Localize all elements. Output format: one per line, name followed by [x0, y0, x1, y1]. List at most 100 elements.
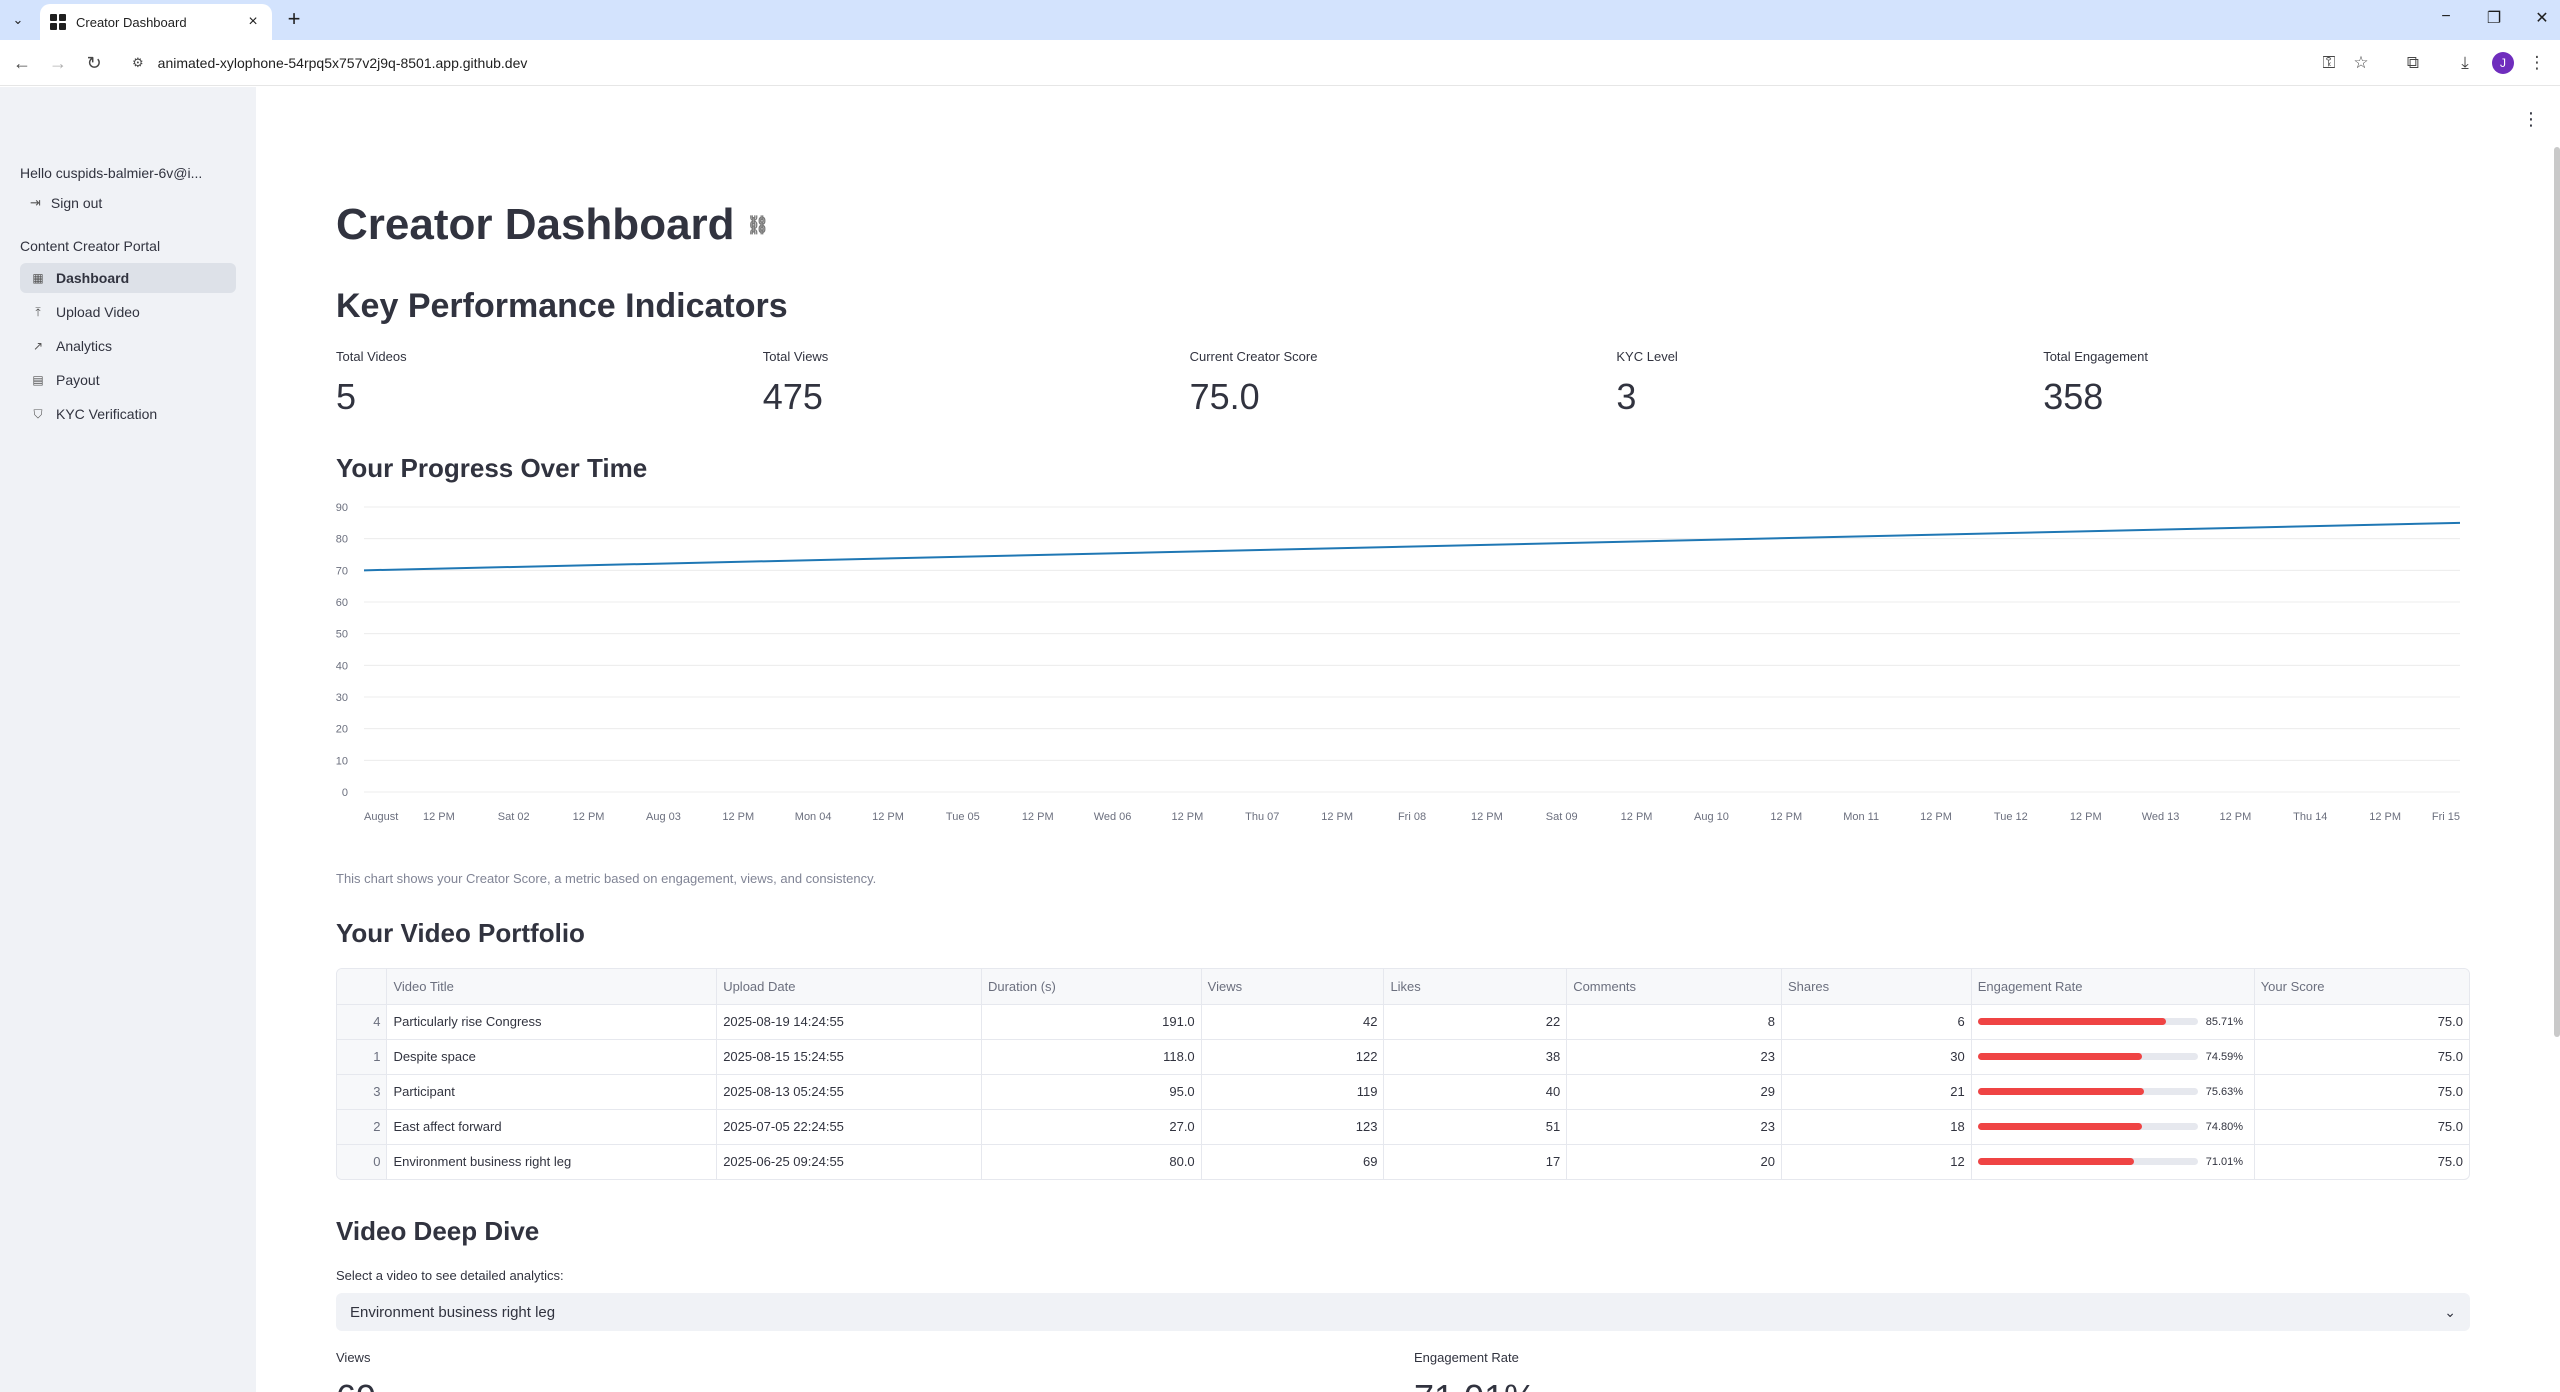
restore-button[interactable]: ❐ — [2486, 10, 2502, 27]
column-header[interactable]: Views — [1201, 969, 1385, 1005]
table-body: 4 Particularly rise Congress 2025-08-19 14… — [337, 1004, 2469, 1179]
engagement-rate-value: 75.63% — [2205, 1085, 2244, 1098]
reload-button[interactable]: ↻ — [86, 53, 102, 73]
table-row[interactable]: 1 Despite space 2025-08-15 15:24:55 118.0 12… — [337, 1039, 2469, 1075]
y-tick-label: 60 — [336, 597, 348, 609]
metric-label: Engagement Rate — [1414, 1350, 1519, 1365]
site-info-icon[interactable]: ⚙ — [132, 55, 144, 70]
cell-shares: 6 — [1781, 1004, 1972, 1040]
table-row[interactable]: 0 Environment business right leg 2025-06-2… — [337, 1144, 2469, 1179]
engagement-rate-value: 71.01% — [2205, 1155, 2244, 1168]
video-select[interactable]: Environment business right leg ⌄ — [336, 1293, 2470, 1331]
url-field[interactable]: ⚙ animated-xylophone-54rpq5x757v2j9q-850… — [120, 46, 2370, 80]
password-key-icon[interactable]: ⚿ — [2322, 53, 2336, 72]
y-tick-label: 20 — [336, 724, 348, 736]
metric-value: 69 — [336, 1377, 376, 1392]
cell-comments: 29 — [1566, 1074, 1782, 1110]
cell-engagement-rate: 85.71% — [1971, 1004, 2255, 1040]
sign-out-button[interactable]: ⇥ Sign out — [30, 195, 102, 211]
column-header[interactable]: Comments — [1566, 969, 1782, 1005]
bookmark-star-icon[interactable]: ☆ — [2353, 53, 2369, 72]
x-tick-label: August — [364, 811, 398, 823]
table-row[interactable]: 4 Particularly rise Congress 2025-08-19 14… — [337, 1004, 2469, 1040]
cell-views: 123 — [1201, 1109, 1385, 1145]
y-tick-label: 10 — [336, 755, 348, 767]
column-header[interactable]: Likes — [1383, 969, 1568, 1005]
cell-date: 2025-08-13 05:24:55 — [716, 1074, 982, 1110]
table-row[interactable]: 3 Participant 2025-08-13 05:24:55 95.0 119 40… — [337, 1074, 2469, 1110]
user-greeting: Hello cuspids-balmier-6v@i... — [20, 165, 203, 181]
cell-engagement-rate: 74.59% — [1971, 1039, 2255, 1075]
cell-views: 69 — [1201, 1144, 1385, 1179]
cell-date: 2025-08-19 14:24:55 — [716, 1004, 982, 1040]
cell-duration: 118.0 — [981, 1039, 1202, 1075]
tab-search-icon[interactable]: ⌄ — [12, 12, 24, 27]
table-row[interactable]: 2 East affect forward 2025-07-05 22:24:55 2… — [337, 1109, 2469, 1145]
kpi-label: Current Creator Score — [1189, 349, 1318, 364]
browser-menu-icon[interactable]: ⋮ — [2528, 53, 2546, 72]
column-header[interactable] — [337, 969, 388, 1005]
close-window-button[interactable]: ✕ — [2535, 10, 2549, 27]
x-tick-label: Sat 09 — [1546, 811, 1578, 823]
y-tick-label: 0 — [342, 787, 348, 799]
column-header[interactable]: Duration (s) — [981, 969, 1202, 1005]
cell-engagement-rate: 71.01% — [1971, 1144, 2255, 1179]
dashboard-icon: ▦ — [32, 271, 44, 285]
sidebar-item-payout[interactable]: ▤ Payout — [20, 365, 236, 395]
engagement-rate-value: 85.71% — [2205, 1015, 2244, 1028]
cell-likes: 40 — [1383, 1074, 1568, 1110]
forward-button[interactable]: → — [49, 53, 67, 73]
new-tab-button[interactable]: + — [287, 6, 301, 31]
cell-title: Despite space — [386, 1039, 718, 1075]
cell-views: 42 — [1201, 1004, 1385, 1040]
dashboard-favicon-icon — [50, 14, 66, 30]
download-icon[interactable]: ⤓ — [2461, 53, 2469, 72]
column-header[interactable]: Your Score — [2254, 969, 2469, 1005]
row-index: 4 — [337, 1004, 388, 1040]
kpi-total-views: Total Views 475 — [763, 349, 1190, 418]
engagement-progress-bar — [1977, 1088, 2198, 1095]
cell-title: Participant — [386, 1074, 718, 1110]
video-portfolio-table[interactable]: Video Title Upload Date Duration (s) Views L… — [336, 968, 2470, 1180]
detail-metric-views: Views 69 — [336, 1350, 376, 1392]
profile-avatar[interactable]: J — [2492, 52, 2514, 74]
x-tick-label: 12 PM — [872, 811, 904, 823]
row-index: 0 — [337, 1144, 388, 1179]
chevron-down-icon: ⌄ — [2444, 1303, 2456, 1320]
sidebar-item-kyc-verification[interactable]: ⛉ KYC Verification — [20, 399, 236, 429]
sidebar-item-analytics[interactable]: ↗ Analytics — [20, 331, 236, 361]
x-tick-label: 12 PM — [1321, 811, 1353, 823]
engagement-progress-fill — [1977, 1053, 2142, 1060]
close-tab-icon[interactable]: × — [248, 13, 258, 30]
url-text: animated-xylophone-54rpq5x757v2j9q-8501.… — [157, 55, 528, 71]
x-tick-label: 12 PM — [2070, 811, 2102, 823]
sign-out-icon: ⇥ — [30, 195, 41, 210]
extensions-icon[interactable]: ⧉ — [2406, 53, 2420, 72]
kpi-row: Total Videos 5 Total Views 475 Current C… — [336, 349, 2470, 418]
kpi-label: Total Views — [762, 349, 829, 364]
metric-label: Views — [336, 1350, 371, 1365]
cell-score: 75.0 — [2254, 1004, 2469, 1040]
anchor-link-icon[interactable]: ⛓ — [746, 214, 770, 235]
cell-comments: 8 — [1566, 1004, 1782, 1040]
cell-likes: 17 — [1383, 1144, 1568, 1179]
progress-line-chart[interactable]: 0 10 20 30 40 50 60 70 80 90 August 12 PM Sat 02 12 P… — [336, 497, 2470, 837]
sidebar-item-dashboard[interactable]: ▦ Dashboard — [20, 263, 236, 293]
kpi-creator-score: Current Creator Score 75.0 — [1190, 349, 1617, 418]
browser-tab[interactable]: Creator Dashboard × — [40, 4, 272, 40]
x-tick-label: Sat 02 — [498, 811, 530, 823]
column-header[interactable]: Video Title — [386, 969, 718, 1005]
column-header[interactable]: Upload Date — [716, 969, 982, 1005]
back-button[interactable]: ← — [13, 53, 31, 73]
column-header[interactable]: Shares — [1781, 969, 1972, 1005]
minimize-button[interactable]: − — [2441, 8, 2451, 25]
kpi-total-videos: Total Videos 5 — [336, 349, 763, 418]
scrollbar[interactable] — [2554, 147, 2560, 1037]
chart-caption: This chart shows your Creator Score, a m… — [336, 871, 877, 886]
engagement-rate-value: 74.80% — [2205, 1120, 2244, 1133]
cell-shares: 12 — [1781, 1144, 1972, 1179]
sidebar-item-upload-video[interactable]: ⤒ Upload Video — [20, 297, 236, 327]
engagement-progress-fill — [1977, 1123, 2143, 1130]
app-menu-icon[interactable]: ⋮ — [2522, 109, 2540, 129]
column-header[interactable]: Engagement Rate — [1971, 969, 2255, 1005]
